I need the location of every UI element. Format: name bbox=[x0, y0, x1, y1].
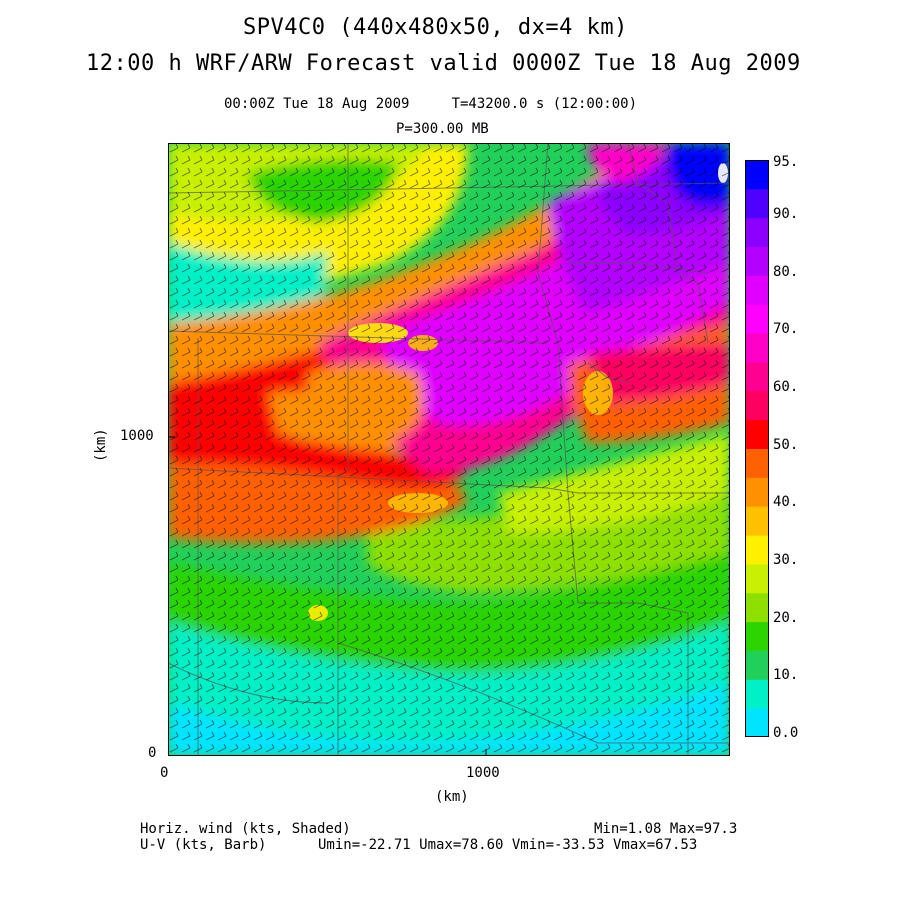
footer-shaded-field: Horiz. wind (kts, Shaded) bbox=[140, 821, 351, 837]
y-axis-label: (km) bbox=[93, 428, 109, 462]
colorbar-label: 20. bbox=[773, 609, 799, 626]
colorbar-bin bbox=[745, 708, 769, 737]
colorbar-bin bbox=[745, 188, 769, 219]
colorbar-bin bbox=[745, 650, 769, 680]
pressure-level: P=300.00 MB bbox=[396, 121, 489, 137]
colorbar-bin bbox=[745, 275, 769, 305]
x-tick-1000: 1000 bbox=[466, 765, 500, 781]
colorbar-bin bbox=[745, 361, 769, 392]
valid-time-info: 00:00Z Tue 18 Aug 2009 T=43200.0 s (12:0… bbox=[224, 96, 638, 112]
colorbar-bin bbox=[745, 563, 769, 594]
colorbar-bin bbox=[745, 160, 769, 190]
x-tick-0: 0 bbox=[160, 765, 169, 781]
colorbar-label: 10. bbox=[773, 667, 799, 684]
title-line-2: 12:00 h WRF/ARW Forecast valid 0000Z Tue… bbox=[86, 51, 801, 76]
wind-speed-map bbox=[168, 143, 730, 756]
colorbar-bin bbox=[745, 592, 769, 623]
y-tick-1000: 1000 bbox=[120, 428, 154, 444]
colorbar-bin bbox=[745, 448, 769, 478]
colorbar-bin bbox=[745, 621, 769, 651]
colorbar-label: 80. bbox=[773, 263, 799, 280]
colorbar-bin bbox=[745, 535, 769, 565]
colorbar-label: 0.0 bbox=[773, 725, 799, 742]
colorbar-bin bbox=[745, 506, 769, 536]
colorbar-bin bbox=[745, 679, 769, 709]
colorbar-bin bbox=[745, 477, 769, 507]
footer-uv-range: Umin=-22.71 Umax=78.60 Vmin=-33.53 Vmax=… bbox=[318, 837, 698, 853]
colorbar-label: 90. bbox=[773, 205, 799, 222]
colorbar-bin bbox=[745, 333, 769, 363]
colorbar bbox=[745, 160, 769, 737]
wind-barbs-layer bbox=[168, 143, 730, 756]
footer-barb-field: U-V (kts, Barb) bbox=[140, 837, 267, 853]
colorbar-bin bbox=[745, 419, 769, 449]
footer-min-max: Min=1.08 Max=97.3 bbox=[594, 821, 738, 837]
colorbar-bin bbox=[745, 304, 769, 334]
colorbar-label: 95. bbox=[773, 154, 799, 170]
colorbar-label: 30. bbox=[773, 552, 799, 569]
colorbar-bin bbox=[745, 390, 769, 421]
y-tick-0: 0 bbox=[148, 745, 157, 761]
colorbar-label: 40. bbox=[773, 494, 799, 511]
colorbar-label: 50. bbox=[773, 436, 799, 453]
title-line-1: SPV4C0 (440x480x50, dx=4 km) bbox=[243, 15, 628, 40]
x-axis-label: (km) bbox=[435, 789, 469, 805]
colorbar-label: 60. bbox=[773, 378, 799, 395]
colorbar-label: 70. bbox=[773, 321, 799, 338]
colorbar-bin bbox=[745, 246, 769, 276]
colorbar-bin bbox=[745, 217, 769, 248]
